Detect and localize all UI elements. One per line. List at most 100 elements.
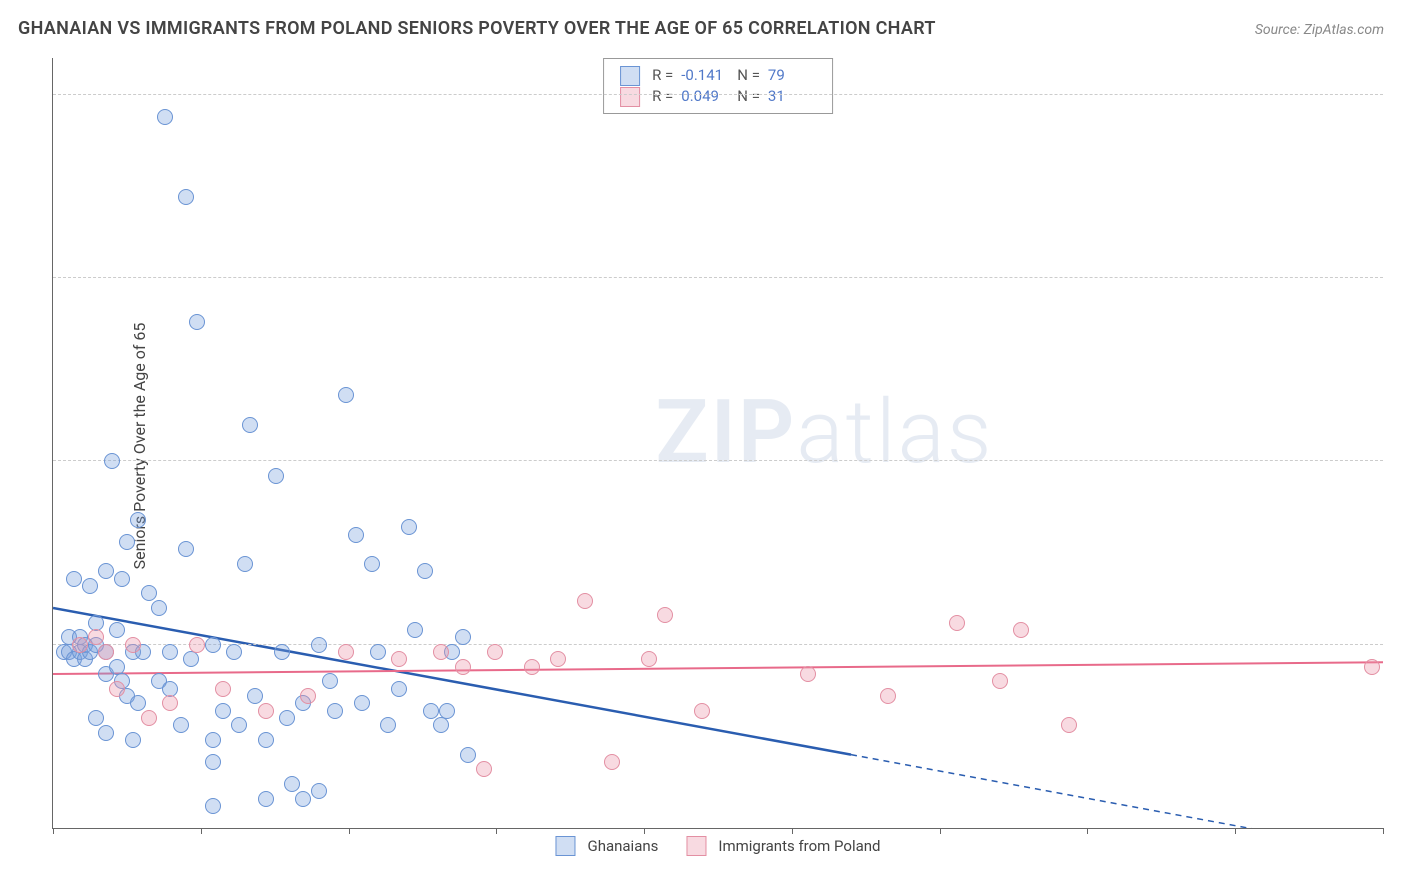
data-point-ghanaians [141, 585, 157, 601]
legend-swatch [620, 66, 640, 86]
data-point-poland [391, 651, 407, 667]
gridline-h [53, 644, 1383, 645]
data-point-ghanaians [88, 615, 104, 631]
source-attribution: Source: ZipAtlas.com [1255, 22, 1384, 38]
r-label: R = [652, 86, 673, 107]
data-point-ghanaians [354, 695, 370, 711]
data-point-ghanaians [189, 314, 205, 330]
trend-lines-layer [53, 58, 1383, 828]
data-point-ghanaians [215, 703, 231, 719]
data-point-poland [641, 651, 657, 667]
y-tick-label: 50.0% [1393, 86, 1406, 104]
r-value: 0.049 [681, 86, 729, 107]
correlation-stats-box: R = -0.141 N = 79R = 0.049 N = 31 [603, 58, 833, 114]
data-point-poland [98, 644, 114, 660]
watermark: ZIPatlas [655, 381, 993, 484]
data-point-ghanaians [125, 732, 141, 748]
n-label: N = [737, 86, 760, 107]
data-point-poland [141, 710, 157, 726]
data-point-ghanaians [162, 644, 178, 660]
x-tick [1087, 828, 1088, 834]
data-point-ghanaians [322, 673, 338, 689]
data-point-ghanaians [109, 659, 125, 675]
data-point-ghanaians [433, 717, 449, 733]
data-point-poland [1013, 622, 1029, 638]
n-value: 79 [768, 65, 816, 86]
data-point-poland [215, 681, 231, 697]
data-point-ghanaians [130, 695, 146, 711]
data-point-poland [455, 659, 471, 675]
data-point-poland [125, 637, 141, 653]
data-point-poland [338, 644, 354, 660]
data-point-ghanaians [279, 710, 295, 726]
data-point-ghanaians [242, 417, 258, 433]
data-point-ghanaians [380, 717, 396, 733]
data-point-ghanaians [311, 783, 327, 799]
data-point-poland [258, 703, 274, 719]
data-point-ghanaians [98, 563, 114, 579]
data-point-ghanaians [173, 717, 189, 733]
legend-swatch [686, 836, 706, 856]
data-point-ghanaians [439, 703, 455, 719]
x-tick [53, 828, 54, 834]
stats-row: R =-0.141N =79 [620, 65, 816, 86]
data-point-ghanaians [157, 109, 173, 125]
r-value: -0.141 [681, 65, 729, 86]
x-tick [1235, 828, 1236, 834]
x-tick [349, 828, 350, 834]
data-point-ghanaians [274, 644, 290, 660]
data-point-ghanaians [205, 732, 221, 748]
legend-item: Ghanaians [555, 836, 658, 856]
y-tick-label: 12.5% [1393, 636, 1406, 654]
data-point-poland [109, 681, 125, 697]
data-point-ghanaians [401, 519, 417, 535]
data-point-ghanaians [455, 629, 471, 645]
data-point-poland [657, 607, 673, 623]
stats-row: R = 0.049 N = 31 [620, 86, 816, 107]
trend-line [53, 662, 1383, 674]
data-point-poland [1364, 659, 1380, 675]
n-label: N = [737, 65, 760, 86]
data-point-ghanaians [151, 600, 167, 616]
x-tick [496, 828, 497, 834]
data-point-poland [550, 651, 566, 667]
data-point-ghanaians [407, 622, 423, 638]
n-value: 31 [768, 86, 816, 107]
data-point-ghanaians [183, 651, 199, 667]
data-point-ghanaians [66, 571, 82, 587]
data-point-ghanaians [205, 798, 221, 814]
data-point-ghanaians [82, 578, 98, 594]
data-point-ghanaians [205, 637, 221, 653]
data-point-ghanaians [258, 732, 274, 748]
x-tick [940, 828, 941, 834]
x-tick [792, 828, 793, 834]
data-point-ghanaians [162, 681, 178, 697]
data-point-poland [487, 644, 503, 660]
x-tick [644, 828, 645, 834]
data-point-poland [880, 688, 896, 704]
data-point-ghanaians [231, 717, 247, 733]
legend-label: Ghanaians [587, 837, 658, 855]
plot-area: ZIPatlas R =-0.141N =79R =0.049N =31 Gha… [52, 58, 1383, 829]
data-point-ghanaians [109, 622, 125, 638]
data-point-ghanaians [268, 468, 284, 484]
data-point-ghanaians [311, 637, 327, 653]
legend-item: Immigrants from Poland [686, 836, 880, 856]
data-point-ghanaians [348, 527, 364, 543]
gridline-h [53, 277, 1383, 278]
legend-swatch [555, 836, 575, 856]
data-point-poland [433, 644, 449, 660]
data-point-ghanaians [370, 644, 386, 660]
data-point-ghanaians [119, 534, 135, 550]
data-point-ghanaians [237, 556, 253, 572]
data-point-ghanaians [114, 571, 130, 587]
data-point-ghanaians [130, 512, 146, 528]
y-tick-label: 25.0% [1393, 452, 1406, 470]
data-point-ghanaians [178, 541, 194, 557]
data-point-ghanaians [284, 776, 300, 792]
data-point-poland [189, 637, 205, 653]
data-point-ghanaians [104, 453, 120, 469]
x-tick [201, 828, 202, 834]
y-tick-label: 37.5% [1393, 269, 1406, 287]
chart-title: GHANAIAN VS IMMIGRANTS FROM POLAND SENIO… [18, 18, 936, 39]
